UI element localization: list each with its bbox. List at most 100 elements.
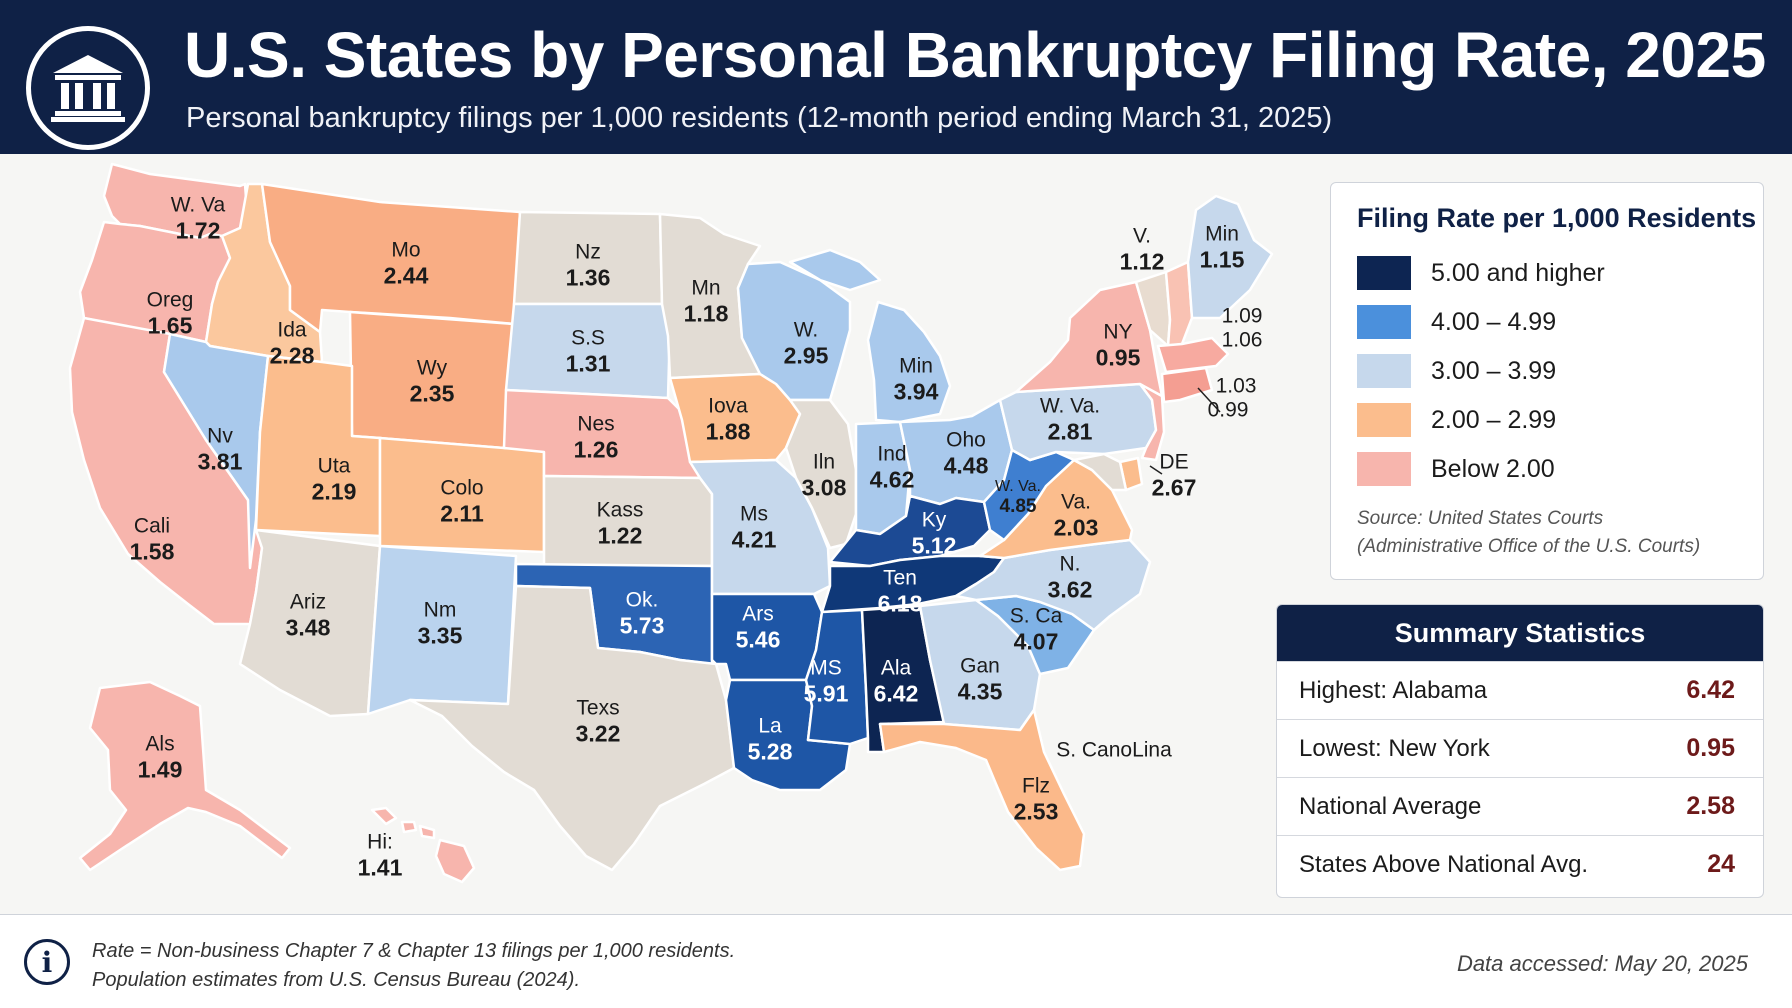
legend-swatch [1357,403,1411,437]
state-label-mo: Ms 4.21 [731,502,777,553]
state-label-ar: Ars 5.46 [735,602,781,653]
legend-swatch [1357,354,1411,388]
state-label-az: Ariz 3.48 [285,590,331,641]
summary-label: Highest: Alabama [1299,676,1488,704]
legend-label: Below 2.00 [1431,454,1555,483]
state-label-nm: Nm 3.35 [417,598,463,649]
state-label-ga: Gan 4.35 [957,654,1003,705]
state-label-ma: 1.06 [1221,328,1263,352]
state-label-va: Va. 2.03 [1053,490,1099,541]
state-label-oh: Oho 4.48 [943,428,989,479]
map-legend: Filing Rate per 1,000 Residents 5.00 and… [1330,182,1764,580]
summary-value: 2.58 [1686,792,1735,820]
state-label-ky: Ky 5.12 [911,508,957,559]
state-label-il: Iln 3.08 [801,450,847,501]
legend-item: 5.00 and higher [1357,255,1605,291]
state-nc[interactable] [954,538,1152,632]
us-choropleth-map: W. Va 1.72 Oreg 1.65 Cali 1.58 Ida 2.28 Mo 2.… [0,154,1310,914]
legend-swatch [1357,305,1411,339]
state-mi[interactable] [788,248,952,424]
summary-label: States Above National Avg. [1299,850,1589,878]
state-mt[interactable] [260,182,522,334]
state-label-wv: W. Va. 4.85 [995,478,1041,518]
state-label-al: Ala 6.42 [873,656,919,707]
state-label-fl: Flz 2.53 [1013,774,1059,825]
header-bar: U.S. States by Personal Bankruptcy Filin… [0,0,1792,154]
summary-row-highest: Highest: Alabama 6.42 [1277,661,1763,719]
legend-swatch [1357,452,1411,486]
state-ct-ri[interactable] [1160,366,1214,404]
state-label-ny: NY 0.95 [1095,320,1141,371]
state-ak[interactable] [78,680,292,872]
state-label-in: Ind 4.62 [869,442,915,493]
state-label-co: Colo 2.11 [440,476,484,527]
footer-notes: Rate = Non-business Chapter 7 & Chapter … [92,937,735,995]
state-label-ks: Kass 1.22 [596,498,644,549]
state-tx[interactable] [408,584,736,872]
state-label-tn: Ten 6.18 [877,566,923,617]
state-label-wi: W. 2.95 [783,318,829,369]
summary-label: Lowest: New York [1299,734,1490,762]
state-label-wy: Wy 2.35 [409,356,455,407]
state-ma[interactable] [1156,336,1230,374]
legend-label: 5.00 and higher [1431,258,1605,287]
state-md[interactable] [1072,452,1128,492]
state-label-ok: Ok. 5.73 [619,588,665,639]
page-title: U.S. States by Personal Bankruptcy Filin… [184,19,1766,91]
state-il[interactable] [784,398,858,550]
summary-value: 24 [1707,850,1735,878]
state-label-pa: W. Va. 2.81 [1039,394,1101,445]
state-label-la: La 5.28 [747,714,793,765]
state-label-nc: N. 3.62 [1047,552,1093,603]
state-label-vt: V. 1.12 [1119,224,1165,275]
page-subtitle: Personal bankruptcy filings per 1,000 re… [186,102,1333,134]
state-label-de: DE 2.67 [1151,450,1197,501]
state-label-nd: Nz 1.36 [565,240,611,291]
info-icon: i [24,939,70,985]
summary-title: Summary Statistics [1277,605,1763,661]
source-line: Source: United States Courts [1357,508,1604,529]
state-me[interactable] [1186,194,1274,320]
state-label-sd: S.S 1.31 [565,326,611,377]
summary-value: 0.95 [1686,734,1735,762]
summary-row-lowest: Lowest: New York 0.95 [1277,719,1763,777]
summary-statistics-panel: Summary Statistics Highest: Alabama 6.42… [1276,604,1764,898]
legend-source: Source: United States Courts (Administra… [1357,505,1700,560]
legend-label: 4.00 – 4.99 [1431,307,1557,336]
summary-row-above-average: States Above National Avg. 24 [1277,835,1763,893]
summary-value: 6.42 [1686,676,1735,704]
state-label-wa: W. Va 1.72 [170,193,226,244]
state-nj[interactable] [1138,382,1166,462]
data-accessed-date: Data accessed: May 20, 2025 [1456,951,1748,976]
map-svg [68,162,1274,884]
extra-map-label: S. CanoLina [1056,738,1172,762]
state-label-hi: Hi: 1.41 [357,830,403,881]
legend-item: 2.00 – 2.99 [1357,402,1556,438]
state-label-nh: 1.09 [1221,304,1263,328]
legend-swatch [1357,256,1411,290]
state-label-or: Oreg 1.65 [146,288,194,339]
state-hi[interactable] [370,806,476,884]
legend-item: 4.00 – 4.99 [1357,304,1556,340]
state-label-ca: Cali 1.58 [129,514,175,565]
state-label-mi: Min 3.94 [893,354,939,405]
state-label-mt: Mo 2.44 [383,238,429,289]
state-fl[interactable] [878,708,1086,872]
state-label-tx: Texs 3.22 [575,696,621,747]
state-label-ut: Uta 2.19 [311,454,357,505]
source-line: (Administrative Office of the U.S. Court… [1357,535,1701,557]
state-label-sc: S. Ca 4.07 [1009,604,1063,655]
legend-item: Below 2.00 [1357,451,1555,487]
legend-label: 3.00 – 3.99 [1431,356,1557,385]
state-label-ak: Als 1.49 [137,732,183,783]
state-label-me: Min 1.15 [1199,222,1245,273]
state-label-mn: Mn 1.18 [683,276,729,327]
footer-note-line: Population estimates from U.S. Census Bu… [92,969,581,991]
footer-bar: i Rate = Non-business Chapter 7 & Chapte… [0,914,1792,1008]
state-label-id: Ida 2.28 [269,318,315,369]
legend-item: 3.00 – 3.99 [1357,353,1556,389]
state-label-ne: Nes 1.26 [573,412,619,463]
state-label-ct: 0.99 [1207,398,1249,422]
state-label-ia: Iova 1.88 [705,394,751,445]
